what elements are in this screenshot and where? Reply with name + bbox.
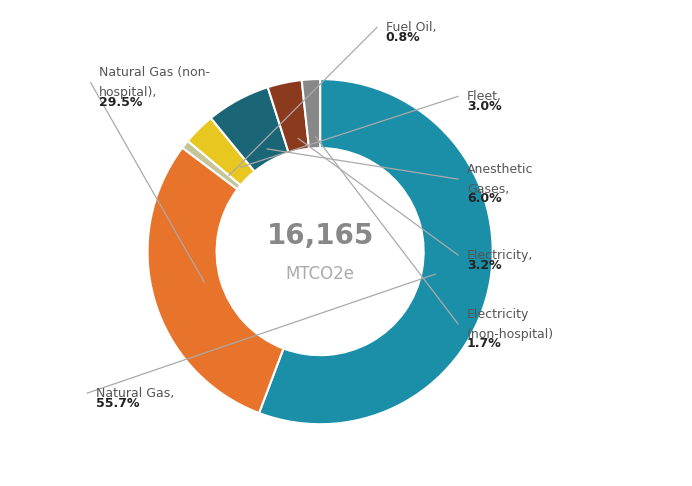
Wedge shape (182, 141, 241, 189)
Wedge shape (268, 80, 309, 153)
Text: Fleet,: Fleet, (467, 90, 502, 103)
Text: 29.5%: 29.5% (99, 96, 143, 109)
Text: 16,165: 16,165 (266, 222, 374, 250)
Wedge shape (259, 79, 493, 424)
Text: Gases,: Gases, (467, 183, 509, 195)
Text: Electricity: Electricity (467, 308, 529, 321)
Wedge shape (147, 148, 284, 413)
Wedge shape (211, 87, 289, 172)
Text: 3.0%: 3.0% (467, 100, 502, 113)
Text: hospital),: hospital), (99, 86, 158, 99)
Text: Electricity,: Electricity, (467, 248, 533, 261)
Text: MTCO2e: MTCO2e (286, 265, 354, 283)
Wedge shape (188, 118, 255, 185)
Text: 55.7%: 55.7% (95, 397, 139, 410)
Text: (non-hospital): (non-hospital) (467, 328, 554, 341)
Wedge shape (302, 79, 320, 149)
Text: 3.2%: 3.2% (467, 259, 502, 272)
Text: 6.0%: 6.0% (467, 192, 502, 206)
Text: Fuel Oil,: Fuel Oil, (385, 21, 436, 34)
Text: 1.7%: 1.7% (467, 337, 502, 350)
Text: Anesthetic: Anesthetic (467, 163, 534, 176)
Text: 0.8%: 0.8% (385, 31, 420, 44)
Text: Natural Gas (non-: Natural Gas (non- (99, 66, 210, 79)
Text: Natural Gas,: Natural Gas, (95, 387, 174, 399)
